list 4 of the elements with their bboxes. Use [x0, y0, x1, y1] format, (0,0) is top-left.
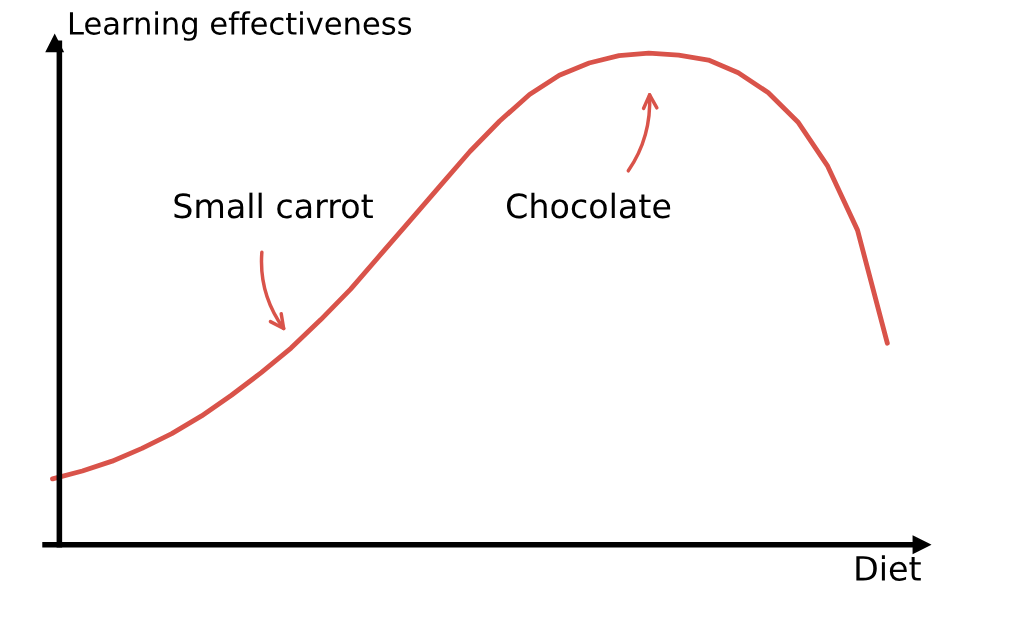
annotation: Chocolate — [506, 192, 671, 219]
annotation: Small carrot — [174, 192, 373, 219]
x-axis-title: Diet — [856, 555, 921, 581]
y-axis-title: Learning effectiveness — [69, 11, 412, 41]
